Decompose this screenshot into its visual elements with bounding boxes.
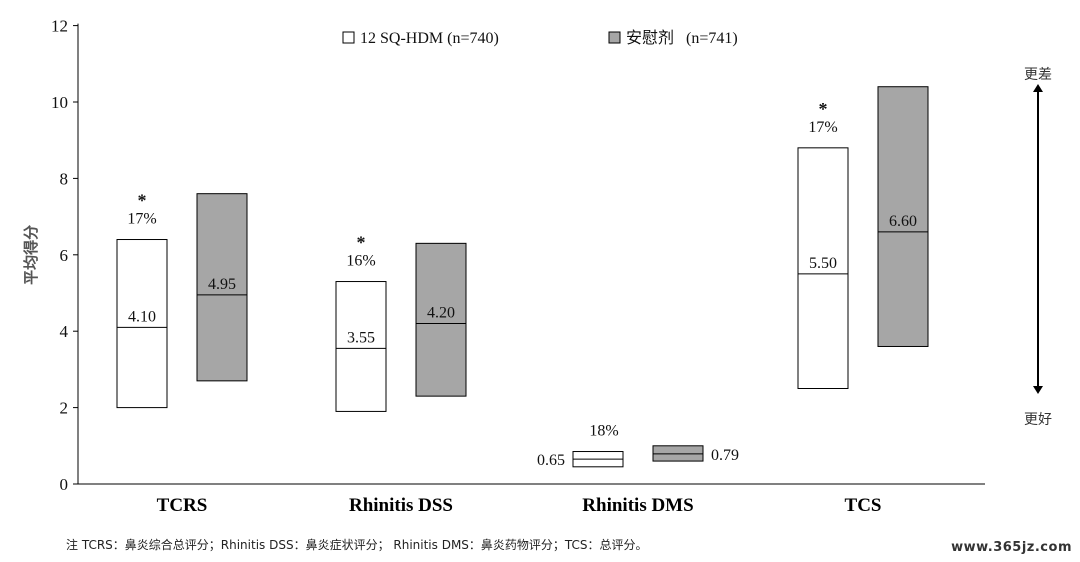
legend: 12 SQ-HDM (n=740) 安慰剂 (n=741) [342,29,738,47]
x-tick-label: TCRS [157,495,208,516]
percent-annotation: 16% [346,253,375,270]
range-bar [797,147,849,389]
watermark: www.365jz.com [951,540,1072,555]
range-bar [196,193,248,382]
median-label: 0.65 [537,452,565,469]
range-bar [415,242,467,397]
arrow-bottom-label: 更好 [1024,412,1052,428]
x-tick-label: TCS [845,495,882,516]
y-tick-label: 10 [51,93,68,112]
range-bar [335,281,387,412]
median-label: 3.55 [347,329,375,346]
percent-annotation: 17% [127,211,156,228]
legend-swatch [608,31,621,44]
median-label: 4.95 [208,276,236,293]
significance-star: * [357,233,366,253]
y-tick-label: 0 [60,475,69,494]
percent-annotation: 18% [589,423,618,440]
y-tick-label: 4 [60,322,69,341]
significance-star: * [819,99,828,119]
legend-label: 12 SQ-HDM (n=740) [360,30,499,47]
median-label: 4.20 [427,305,455,322]
significance-star: * [138,191,147,211]
y-tick-label: 8 [60,169,69,188]
footnote: 注 TCRS：鼻炎综合总评分；Rhinitis DSS：鼻炎症状评分； Rhin… [66,538,648,552]
legend-swatch [342,31,355,44]
x-labels: TCRS Rhinitis DSS Rhinitis DMS TCS [157,495,882,516]
range-bar [116,239,168,409]
median-label: 6.60 [889,213,917,230]
arrow-top-label: 更差 [1024,67,1052,83]
median-label: 0.79 [711,447,739,464]
y-axis-title: 平均得分 [22,225,40,285]
median-label: 5.50 [809,255,837,272]
x-tick-label: Rhinitis DSS [349,495,453,516]
percent-annotation: 17% [808,119,837,136]
y-axis: 0 2 4 6 8 10 12 平均得分 [22,17,985,494]
y-tick-label: 2 [60,399,69,418]
x-tick-label: Rhinitis DMS [582,495,693,516]
arrow-head-down [1033,386,1043,394]
arrow-head-up [1033,84,1043,92]
legend-label: 安慰剂 (n=741) [626,29,738,47]
median-label: 4.10 [128,308,156,325]
y-tick-label: 12 [51,17,68,36]
y-tick-label: 6 [60,246,69,265]
range-bar [877,86,929,347]
